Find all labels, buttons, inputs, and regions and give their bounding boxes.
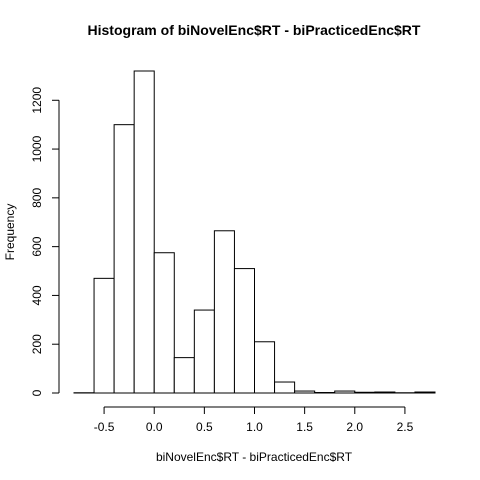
histogram-bar-7	[213, 230, 235, 394]
y-axis: 0 200 400 600 800 1000 1200	[30, 87, 60, 396]
histogram-bar-1	[93, 277, 115, 394]
histogram-bar-5	[173, 357, 195, 394]
histogram-bar-3	[133, 70, 155, 394]
histogram-bar-15	[374, 391, 396, 394]
x-tick-label-6: 2.5	[397, 420, 414, 434]
histogram-bar-13	[334, 390, 356, 394]
y-tick-label-6: 1200	[30, 87, 44, 114]
histogram-bar-6	[193, 309, 215, 394]
y-tick-label-5: 1000	[30, 135, 44, 162]
x-tick-label-2: 0.5	[196, 420, 213, 434]
y-axis-label: Frequency	[3, 204, 17, 261]
x-axis-label: biNovelEnc$RT - biPracticedEnc$RT	[156, 450, 353, 464]
x-tick-label-4: 1.5	[296, 420, 313, 434]
histogram-bar-2	[113, 124, 135, 394]
y-tick-label-4: 800	[30, 188, 44, 208]
histogram-bar-10	[274, 381, 296, 394]
histogram-bar-8	[233, 268, 255, 394]
y-tick-label-1: 200	[30, 334, 44, 354]
histogram-bars	[73, 70, 436, 394]
y-tick-label-3: 600	[30, 236, 44, 256]
y-tick-label-2: 400	[30, 285, 44, 305]
histogram-bar-11	[294, 390, 316, 394]
x-tick-label-0: -0.5	[94, 420, 115, 434]
histogram-bar-14	[354, 391, 376, 394]
x-tick-label-5: 2.0	[346, 420, 363, 434]
histogram-bar-9	[254, 341, 276, 394]
histogram-bar-4	[153, 252, 175, 394]
x-tick-label-3: 1.0	[246, 420, 263, 434]
y-tick-label-0: 0	[30, 389, 44, 396]
x-tick-label-1: 0.0	[146, 420, 163, 434]
x-axis: -0.5 0.0 0.5 1.0 1.5 2.0 2.5	[94, 406, 414, 434]
chart-title: Histogram of biNovelEnc$RT - biPracticed…	[88, 22, 421, 38]
histogram-bar-17	[414, 391, 436, 394]
